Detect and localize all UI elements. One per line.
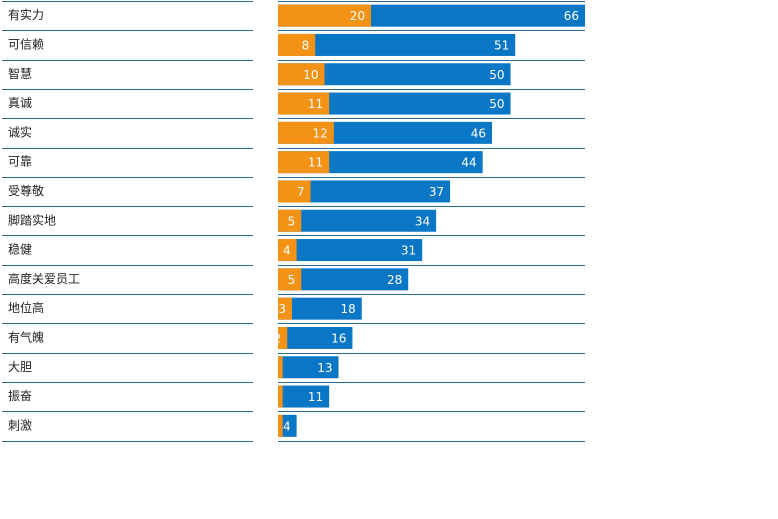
value-label: 20 <box>350 9 365 23</box>
value-label: 28 <box>387 273 402 287</box>
category-label: 可信赖 <box>8 37 44 51</box>
bar <box>278 268 409 291</box>
value-label: 1 <box>269 419 277 433</box>
value-label: 5 <box>288 214 296 228</box>
bar <box>278 414 283 437</box>
bar <box>278 63 511 86</box>
bar <box>278 209 437 232</box>
value-label: 16 <box>331 331 346 345</box>
value-label: 31 <box>401 244 416 258</box>
value-label: 4 <box>283 244 291 258</box>
bar <box>278 63 325 86</box>
category-label: 智慧 <box>8 66 32 81</box>
bar <box>278 356 339 379</box>
value-label: 10 <box>303 68 318 82</box>
value-label: 2 <box>274 331 282 345</box>
category-label: 诚实 <box>8 124 32 139</box>
value-label: 50 <box>489 97 504 111</box>
bar <box>278 356 283 379</box>
bar <box>278 4 372 27</box>
bar <box>278 239 423 262</box>
value-label: 11 <box>308 390 323 404</box>
bar <box>278 180 311 203</box>
value-label: 8 <box>302 38 310 52</box>
bar <box>278 33 516 56</box>
bar <box>278 92 330 115</box>
value-label: 46 <box>471 126 486 140</box>
category-label: 脚踏实地 <box>8 212 56 227</box>
bar <box>278 151 483 174</box>
value-label: 50 <box>489 68 504 82</box>
category-label: 稳健 <box>8 242 32 257</box>
bar <box>278 209 302 232</box>
bar <box>278 385 283 408</box>
bar <box>278 385 330 408</box>
bar <box>278 297 362 320</box>
value-label: 13 <box>317 361 332 375</box>
bar <box>278 180 451 203</box>
value-label: 7 <box>297 185 305 199</box>
value-label: 66 <box>564 9 579 23</box>
bar <box>278 297 292 320</box>
value-label: 3 <box>278 302 286 316</box>
value-label: 11 <box>308 97 323 111</box>
bar <box>278 33 316 56</box>
category-label: 刺激 <box>8 418 32 432</box>
value-label: 11 <box>308 156 323 170</box>
category-label: 高度关爱员工 <box>8 271 80 286</box>
value-label: 1 <box>269 390 277 404</box>
bar <box>278 239 297 262</box>
bar <box>278 326 288 349</box>
bar <box>278 92 511 115</box>
category-label: 振奋 <box>8 389 32 403</box>
value-label: 4 <box>283 419 291 433</box>
value-label: 5 <box>288 273 296 287</box>
category-label: 可靠 <box>8 155 32 169</box>
category-label: 有实力 <box>8 7 44 22</box>
bar <box>278 268 302 291</box>
value-label: 37 <box>429 185 444 199</box>
category-label: 大胆 <box>8 360 32 374</box>
value-label: 34 <box>415 214 430 228</box>
category-label: 真诚 <box>8 96 32 110</box>
value-label: 18 <box>340 302 355 316</box>
category-label: 受尊敬 <box>8 183 44 198</box>
value-label: 51 <box>494 38 509 52</box>
bar <box>278 326 353 349</box>
value-label: 1 <box>269 361 277 375</box>
category-label: 地位高 <box>8 300 44 315</box>
value-label: 12 <box>313 126 328 140</box>
category-label: 有气魄 <box>8 329 44 344</box>
value-label: 44 <box>461 156 476 170</box>
bar <box>278 151 330 174</box>
bar <box>278 121 334 144</box>
